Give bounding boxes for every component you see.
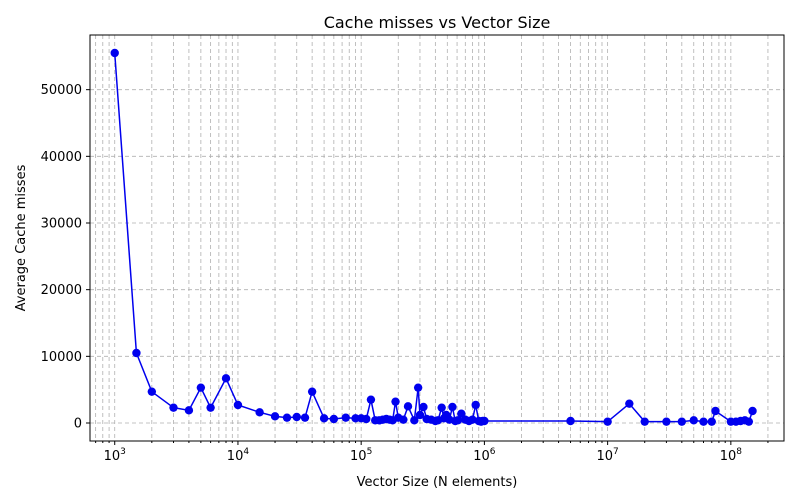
data-point xyxy=(699,417,708,426)
data-point xyxy=(677,417,687,426)
x-tick-labels: 103 104 105 106 107 108 xyxy=(104,447,743,464)
data-point xyxy=(319,414,329,423)
data-point xyxy=(362,414,371,424)
data-point xyxy=(603,417,612,426)
data-point xyxy=(255,408,264,417)
data-point xyxy=(403,402,413,411)
x-axis-label: Vector Size (N elements) xyxy=(357,475,518,490)
data-point xyxy=(169,403,178,412)
y-tick-label: 20000 xyxy=(41,283,82,298)
data-point xyxy=(640,417,649,426)
axis-ticks xyxy=(86,89,769,445)
data-point xyxy=(132,348,141,358)
data-point xyxy=(707,417,716,426)
data-point xyxy=(453,416,463,425)
data-point xyxy=(184,406,194,415)
x-tick-label: 104 xyxy=(227,447,250,464)
data-point xyxy=(391,397,400,406)
data-point xyxy=(413,383,423,392)
data-point xyxy=(689,416,698,425)
data-point xyxy=(419,402,428,412)
data-point xyxy=(399,415,408,424)
x-tick-label: 103 xyxy=(104,447,126,464)
data-point xyxy=(748,406,757,416)
data-point xyxy=(147,387,157,396)
data-point xyxy=(196,383,206,392)
data-point xyxy=(468,415,477,424)
chart-title: Cache misses vs Vector Size xyxy=(324,13,551,32)
grid xyxy=(90,35,784,441)
y-tick-labels: 0 10000 20000 30000 40000 50000 xyxy=(41,83,82,431)
data-point xyxy=(221,374,231,383)
data-point xyxy=(329,414,339,424)
y-tick-label: 50000 xyxy=(41,83,82,98)
data-point xyxy=(270,412,280,421)
data-point xyxy=(415,410,425,420)
x-tick-label: 105 xyxy=(350,447,372,464)
y-tick-label: 30000 xyxy=(41,217,82,232)
data-point xyxy=(457,409,466,418)
series xyxy=(110,48,757,426)
y-tick-label: 40000 xyxy=(41,150,82,165)
data-point xyxy=(110,48,119,58)
data-point xyxy=(744,417,754,426)
data-point xyxy=(341,413,350,422)
data-point xyxy=(448,402,457,412)
data-point xyxy=(233,400,243,410)
y-axis-label: Average Cache misses xyxy=(14,164,29,311)
y-tick-label: 10000 xyxy=(41,350,82,365)
x-tick-label: 107 xyxy=(596,447,618,464)
x-tick-label: 108 xyxy=(720,447,743,464)
plot-frame xyxy=(89,34,785,442)
data-point xyxy=(292,412,301,422)
data-point xyxy=(625,399,634,408)
data-point xyxy=(282,413,292,422)
data-point xyxy=(662,417,671,426)
data-point xyxy=(471,400,480,410)
data-point xyxy=(410,416,419,425)
data-point xyxy=(711,406,720,416)
data-point xyxy=(307,387,317,396)
data-point xyxy=(366,395,376,404)
data-point xyxy=(437,403,446,412)
y-tick-label: 0 xyxy=(74,417,82,432)
x-tick-label: 106 xyxy=(473,447,496,464)
data-point xyxy=(480,416,489,426)
data-point xyxy=(300,413,310,422)
data-point xyxy=(206,403,215,412)
data-point xyxy=(566,416,575,426)
